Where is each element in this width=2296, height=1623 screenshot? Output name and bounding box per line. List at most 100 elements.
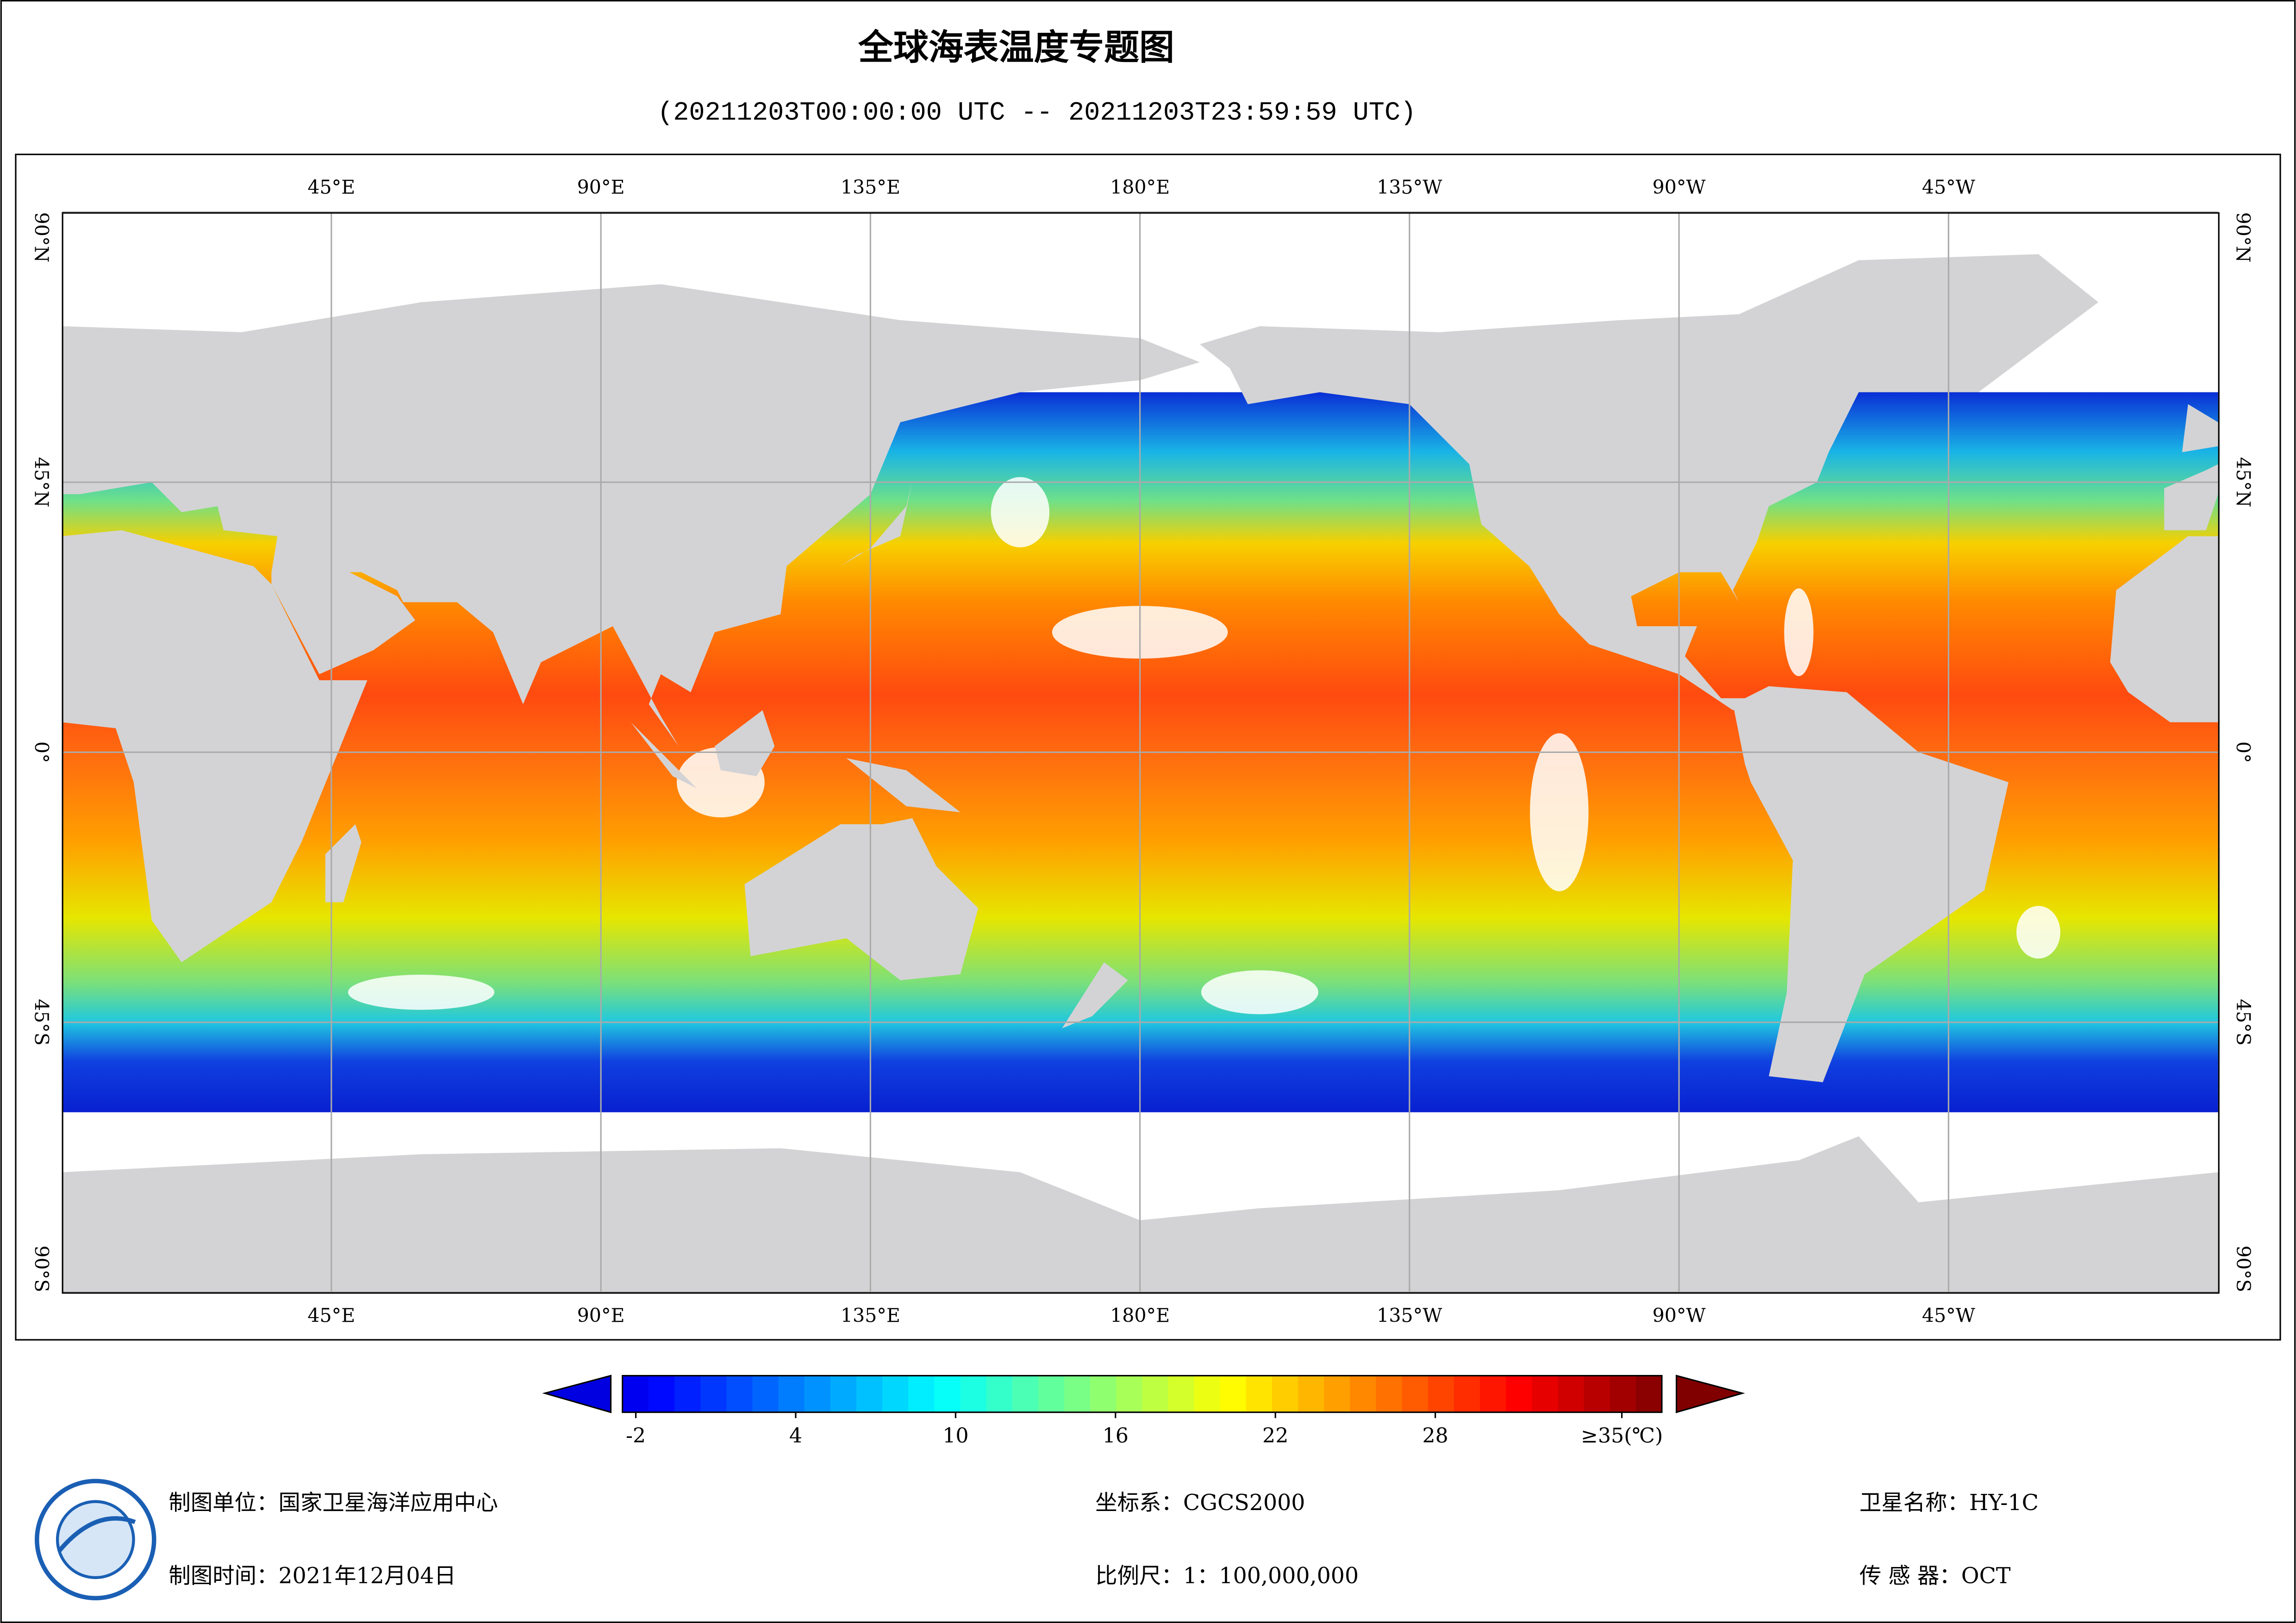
colorbar-swatch (1064, 1375, 1091, 1412)
colorbar-swatch (1584, 1375, 1610, 1412)
colorbar-swatch (1194, 1375, 1221, 1412)
landmass (2182, 404, 2218, 453)
colorbar-swatch (648, 1375, 675, 1412)
map-border (62, 212, 2220, 1294)
landmass (62, 284, 1200, 746)
colorbar-swatch (674, 1375, 701, 1412)
colorbar-swatch (1090, 1375, 1117, 1412)
colorbar-swatch (1376, 1375, 1403, 1412)
lon-label-top: 90°W (1653, 176, 1706, 198)
lon-label-top: 45°W (1922, 176, 1976, 198)
colorbar-swatch (1246, 1375, 1273, 1412)
colorbar-swatch (986, 1375, 1013, 1412)
colorbar-swatch (1168, 1375, 1195, 1412)
logo-orbit (57, 1516, 136, 1553)
colorbar-label: 10 (942, 1424, 968, 1448)
colorbar-swatch (1298, 1375, 1325, 1412)
footer-satellite: 卫星名称：HY-1C (1859, 1490, 2039, 1516)
title: 全球海表温度专题图 (858, 27, 1174, 68)
colorbar-swatch (1635, 1375, 1662, 1412)
lat-label-left: 90°N (31, 212, 53, 263)
colorbar-swatch (1402, 1375, 1429, 1412)
lat-label-right: 90°S (2232, 1245, 2254, 1292)
colorbar-swatch (1532, 1375, 1559, 1412)
graticule: 45°E 45°E 90°E 90°E 135°E 135°E 180°E 180°E 135°… (31, 176, 2254, 1326)
colorbar-label: -2 (626, 1424, 646, 1448)
colorbar-swatch (1454, 1375, 1481, 1412)
cloud-gap (348, 975, 495, 1010)
colorbar-swatch (1272, 1375, 1299, 1412)
colorbar-swatch (934, 1375, 961, 1412)
colorbar-swatch (752, 1375, 779, 1412)
lon-label-bottom: 90°E (577, 1305, 625, 1327)
colorbar-swatch (960, 1375, 987, 1412)
colorbar-swatch (882, 1375, 909, 1412)
lon-label-top: 135°E (841, 176, 900, 198)
footer-crs: 坐标系：CGCS2000 (1095, 1490, 1305, 1516)
lat-label-left: 90°S (31, 1245, 53, 1292)
colorbar-min-arrow (542, 1374, 612, 1413)
colorbar-swatch (778, 1375, 805, 1412)
colorbar-swatch (804, 1375, 831, 1412)
subtitle: (20211203T00:00:00 UTC -- 20211203T23:59… (657, 99, 1416, 128)
lon-label-top: 90°E (577, 176, 625, 198)
lon-label-bottom: 135°E (841, 1305, 900, 1327)
landmass (271, 572, 415, 674)
cloud-gap (1784, 588, 1814, 676)
colorbar-label: 28 (1422, 1424, 1448, 1448)
landmass (840, 482, 912, 566)
colorbar-border (622, 1374, 1663, 1413)
colorbar-label: 22 (1262, 1424, 1288, 1448)
colorbar-swatch (908, 1375, 935, 1412)
colorbar-swatch (700, 1375, 727, 1412)
cloud-gap (1530, 733, 1589, 891)
lon-label-bottom: 180°E (1110, 1305, 1170, 1327)
map-frame (15, 154, 2281, 1341)
lon-label-bottom: 45°W (1922, 1305, 1976, 1327)
footer-unit: 制图单位：国家卫星海洋应用中心 (168, 1490, 498, 1516)
cloud-gap (2016, 906, 2060, 959)
landmass (714, 710, 775, 777)
colorbar-swatch (1324, 1375, 1351, 1412)
lat-label-right: 45°S (2232, 999, 2254, 1045)
lat-label-right: 0° (2232, 741, 2254, 763)
colorbar-swatch (1558, 1375, 1585, 1412)
lon-label-top: 135°W (1377, 176, 1442, 198)
colorbar-label: ≥35(℃) (1581, 1424, 1663, 1448)
colorbar-swatch (1428, 1375, 1454, 1412)
colorbar-max-arrow (1676, 1374, 1745, 1413)
landmass (2110, 536, 2218, 722)
colorbar-swatch (1116, 1375, 1143, 1412)
landmass (325, 824, 362, 902)
footer-scale: 比例尺：1：100,000,000 (1095, 1563, 1359, 1589)
lat-label-left: 0° (31, 741, 53, 763)
colorbar-label: 4 (789, 1424, 802, 1448)
lon-label-bottom: 135°W (1377, 1305, 1442, 1327)
colorbar-swatch (726, 1375, 753, 1412)
lat-label-left: 45°S (31, 999, 53, 1045)
colorbar-swatch (1610, 1375, 1636, 1412)
colorbar-swatch (1038, 1375, 1065, 1412)
colorbar-swatch (622, 1375, 649, 1412)
footer-sensor: 传 感 器：OCT (1859, 1563, 2011, 1589)
cloud-gap (1201, 970, 1318, 1014)
landmass (744, 818, 979, 981)
colorbar-swatch (830, 1375, 857, 1412)
colorbar-swatch (1506, 1375, 1533, 1412)
colorbar-swatch (1142, 1375, 1169, 1412)
lat-label-right: 45°N (2232, 457, 2254, 508)
cloud-gap (991, 477, 1050, 547)
landmass (62, 530, 368, 963)
colorbar-swatch (1480, 1375, 1507, 1412)
colorbar: -2 4 10 16 22 28 ≥35(℃) (542, 1374, 1745, 1448)
lon-label-bottom: 90°W (1653, 1305, 1706, 1327)
colorbar-swatch (856, 1375, 883, 1412)
lat-label-right: 90°N (2232, 212, 2254, 263)
colorbar-label: 16 (1103, 1424, 1129, 1448)
lon-label-top: 180°E (1110, 176, 1170, 198)
landmass (2164, 464, 2218, 530)
lat-label-left: 45°N (31, 457, 53, 508)
landmass (1733, 686, 2009, 1082)
lon-label-top: 45°E (307, 176, 355, 198)
